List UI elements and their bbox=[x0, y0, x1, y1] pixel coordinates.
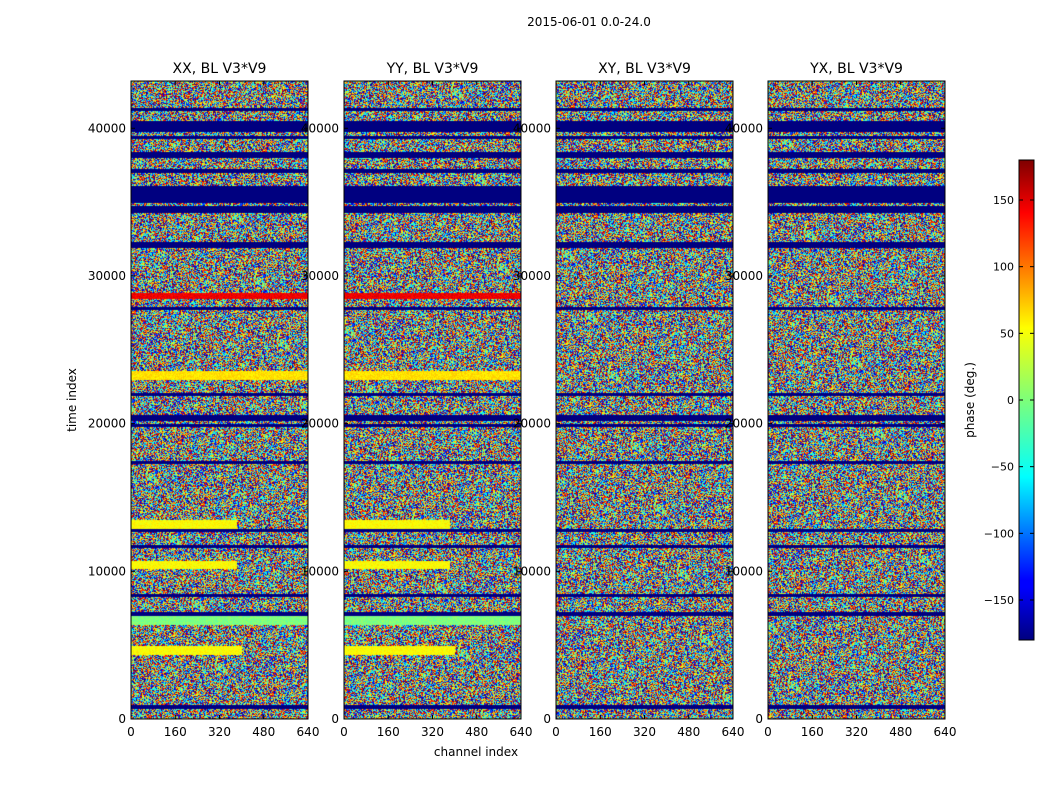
colorbar-tick-label: 150 bbox=[993, 194, 1014, 207]
y-tick-label: 10000 bbox=[88, 564, 126, 578]
x-tick-label: 480 bbox=[677, 725, 700, 739]
panel-title: XX, BL V3*V9 bbox=[173, 61, 267, 77]
x-tick-label: 0 bbox=[127, 725, 135, 739]
x-tick-label: 320 bbox=[208, 725, 231, 739]
colorbar-tick-label: 50 bbox=[1000, 327, 1014, 340]
colorbar-tick-label: −100 bbox=[984, 527, 1014, 540]
panel-xy: XY, BL V3*V9 0 160 320 480 640 0 10000 20000 3000… bbox=[513, 61, 745, 739]
heatmap-image bbox=[556, 81, 733, 719]
panels: XX, BL V3*V9 0 160 320 480 640 0 10000 20000 3000… bbox=[88, 61, 957, 739]
y-tick-label: 30000 bbox=[725, 269, 763, 283]
colorbar-tick-label: −50 bbox=[991, 461, 1014, 474]
heatmap-image bbox=[344, 81, 521, 719]
heatmap-image bbox=[131, 81, 308, 719]
y-tick-label: 20000 bbox=[513, 417, 551, 431]
x-tick-label: 0 bbox=[340, 725, 348, 739]
x-tick-label: 320 bbox=[845, 725, 868, 739]
x-tick-label: 640 bbox=[297, 725, 320, 739]
y-tick-label: 30000 bbox=[513, 269, 551, 283]
y-axis-label: time index bbox=[65, 368, 79, 432]
panel-title: YY, BL V3*V9 bbox=[386, 61, 479, 77]
colorbar-tick-label: 100 bbox=[993, 261, 1014, 274]
y-tick-label: 20000 bbox=[301, 417, 339, 431]
x-tick-label: 160 bbox=[164, 725, 187, 739]
figure-suptitle: 2015-06-01 0.0-24.0 bbox=[527, 15, 651, 29]
x-tick-label: 320 bbox=[633, 725, 656, 739]
heatmap-image bbox=[768, 81, 945, 719]
y-tick-label: 40000 bbox=[301, 121, 339, 135]
x-tick-label: 640 bbox=[934, 725, 957, 739]
x-tick-label: 0 bbox=[764, 725, 772, 739]
colorbar: −150 −100 −50 0 50 100 150 bbox=[984, 159, 1035, 641]
panel-yx: YX, BL V3*V9 0 160 320 480 640 0 10000 20000 3000… bbox=[725, 61, 957, 739]
x-tick-label: 480 bbox=[465, 725, 488, 739]
colorbar-tick-label: 0 bbox=[1007, 394, 1014, 407]
y-tick-label: 0 bbox=[543, 712, 551, 726]
x-tick-label: 0 bbox=[552, 725, 560, 739]
y-tick-label: 40000 bbox=[88, 121, 126, 135]
y-tick-label: 40000 bbox=[725, 121, 763, 135]
y-tick-label: 20000 bbox=[88, 417, 126, 431]
y-tick-label: 30000 bbox=[88, 269, 126, 283]
y-tick-label: 0 bbox=[331, 712, 339, 726]
x-tick-label: 640 bbox=[510, 725, 533, 739]
y-tick-label: 0 bbox=[755, 712, 763, 726]
x-tick-label: 480 bbox=[889, 725, 912, 739]
panel-title: YX, BL V3*V9 bbox=[809, 61, 903, 77]
colorbar-label: phase (deg.) bbox=[963, 362, 977, 438]
colorbar-tick-label: −150 bbox=[984, 594, 1014, 607]
y-tick-label: 20000 bbox=[725, 417, 763, 431]
panel-title: XY, BL V3*V9 bbox=[598, 61, 691, 77]
x-tick-label: 640 bbox=[722, 725, 745, 739]
y-tick-label: 40000 bbox=[513, 121, 551, 135]
x-tick-label: 160 bbox=[377, 725, 400, 739]
x-tick-label: 480 bbox=[252, 725, 275, 739]
x-axis-label: channel index bbox=[434, 745, 518, 759]
x-tick-label: 320 bbox=[421, 725, 444, 739]
y-tick-label: 10000 bbox=[513, 564, 551, 578]
y-tick-label: 10000 bbox=[725, 564, 763, 578]
y-tick-label: 10000 bbox=[301, 564, 339, 578]
y-tick-label: 30000 bbox=[301, 269, 339, 283]
panel-xx: XX, BL V3*V9 0 160 320 480 640 0 10000 20000 3000… bbox=[88, 61, 320, 739]
x-tick-label: 160 bbox=[589, 725, 612, 739]
y-tick-label: 0 bbox=[118, 712, 126, 726]
x-tick-label: 160 bbox=[801, 725, 824, 739]
panel-yy: YY, BL V3*V9 0 160 320 480 640 0 10000 20000 3000… bbox=[301, 61, 533, 739]
